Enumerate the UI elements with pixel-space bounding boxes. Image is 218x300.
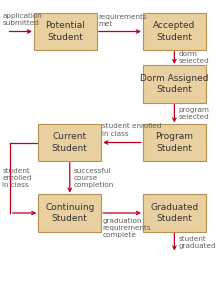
FancyBboxPatch shape <box>38 124 101 161</box>
Text: successful
course
completion: successful course completion <box>74 168 114 188</box>
Text: graduation
requirements
complete: graduation requirements complete <box>102 218 151 239</box>
Text: requirements
met: requirements met <box>98 14 147 27</box>
FancyBboxPatch shape <box>143 124 206 161</box>
FancyBboxPatch shape <box>143 65 206 103</box>
Text: student enrolled
in class: student enrolled in class <box>102 124 162 136</box>
FancyBboxPatch shape <box>143 13 206 50</box>
Text: Potential
Student: Potential Student <box>46 21 85 41</box>
Text: Graduated
Student: Graduated Student <box>150 203 199 223</box>
FancyBboxPatch shape <box>34 13 97 50</box>
Text: dorm
selected: dorm selected <box>179 51 209 64</box>
Text: Continuing
Student: Continuing Student <box>45 203 94 223</box>
Text: Current
Student: Current Student <box>52 132 88 152</box>
Text: program
selected: program selected <box>179 107 210 120</box>
FancyBboxPatch shape <box>143 194 206 232</box>
Text: Accepted
Student: Accepted Student <box>153 21 196 41</box>
Text: Dorm Assigned
Student: Dorm Assigned Student <box>140 74 209 94</box>
Text: student
graduated: student graduated <box>179 236 216 249</box>
FancyBboxPatch shape <box>38 194 101 232</box>
Text: Program
Student: Program Student <box>155 132 193 152</box>
Text: application
submitted: application submitted <box>2 13 42 26</box>
Text: student
enrolled
in class: student enrolled in class <box>2 168 32 188</box>
